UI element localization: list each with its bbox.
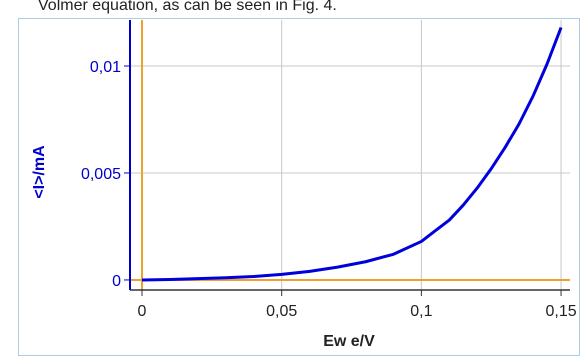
y-tick-label: 0,01 — [90, 59, 121, 76]
y-tick-label: 0,005 — [81, 166, 121, 183]
x-tick-label: 0 — [138, 303, 147, 320]
x-tick-label: 0,05 — [266, 303, 297, 320]
data-line — [141, 26, 563, 282]
y-tick-label: 0 — [112, 273, 121, 290]
chart-panel — [18, 18, 580, 356]
page-text: Volmer equation, as can be seen in Fig. … — [38, 0, 337, 14]
chart: 0 0,05 0,1 0,15 0 0,005 0,01 — [81, 20, 577, 320]
x-tick-label: 0,1 — [410, 303, 432, 320]
y-axis-label: <I>/mA — [31, 145, 48, 199]
x-tick-label: 0,15 — [545, 303, 576, 320]
x-axis-label: Ew e/V — [323, 333, 375, 350]
